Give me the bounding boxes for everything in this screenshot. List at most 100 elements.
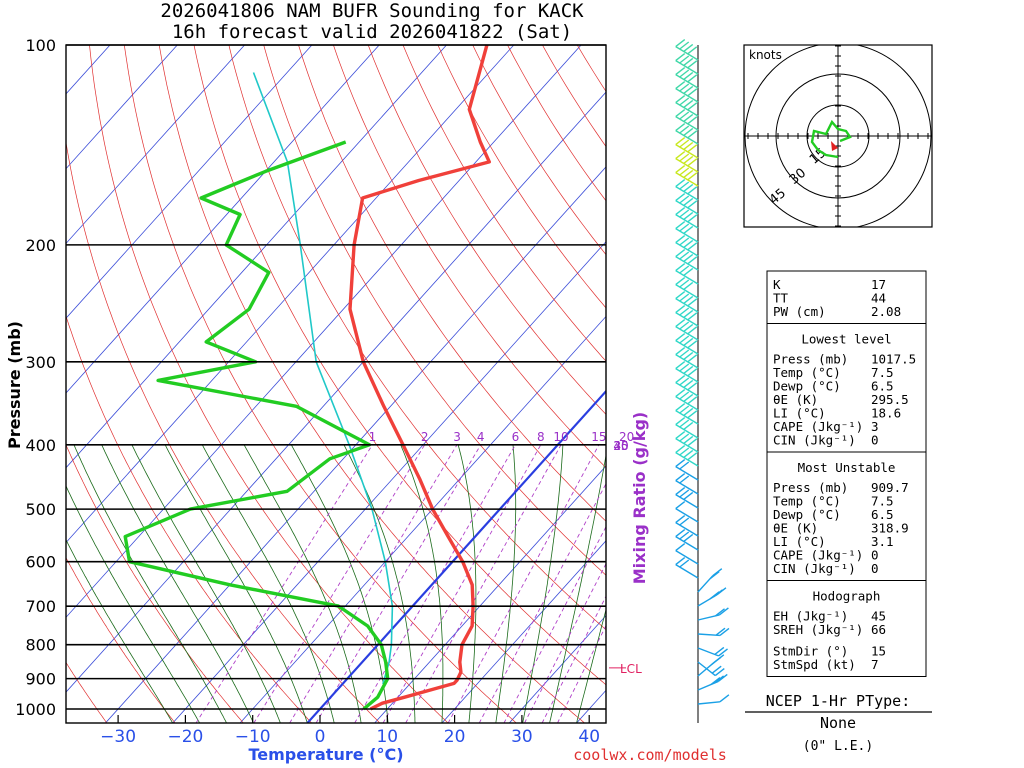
wind-barb-staff: [675, 465, 699, 481]
dry-adiabat-line: [367, 45, 606, 415]
wind-barb-flag: [683, 491, 694, 500]
wind-barb-flag: [711, 656, 722, 665]
index-value: 17: [871, 277, 886, 292]
wind-barb-flag: [687, 438, 698, 447]
wind-barb-staff: [675, 297, 699, 313]
wind-barb-flag: [687, 158, 698, 167]
wind-barb-flag: [675, 417, 686, 426]
wind-barb-flag: [683, 155, 694, 164]
wind-barb-flag: [675, 67, 686, 76]
dry-adiabat-line: [158, 45, 585, 723]
wind-barb-flag: [687, 396, 698, 405]
wind-barb-flag: [709, 571, 720, 580]
wind-barb-flag: [687, 368, 698, 377]
dry-adiabat-line: [66, 444, 244, 723]
temp-tick-label: 10: [376, 727, 398, 747]
index-label: PW (cm): [773, 304, 826, 319]
mixing-ratio-tick-label: 1: [369, 430, 377, 444]
wind-barb-flag: [683, 407, 694, 416]
wind-barb-flag: [675, 431, 686, 440]
dry-adiabat-line: [298, 45, 606, 522]
index-value: 0: [871, 433, 879, 448]
isotherm-line: [66, 45, 582, 618]
index-label: EH (Jkg⁻¹): [773, 609, 848, 624]
index-value: 45: [871, 609, 886, 624]
wind-barb-flag: [683, 323, 694, 332]
wind-barb-staff: [675, 521, 699, 537]
section-title: Hodograph: [813, 589, 881, 604]
index-label: TT: [773, 291, 789, 306]
wind-barb-flag: [683, 337, 694, 346]
temp-tick-label: 30: [511, 727, 533, 747]
wind-barb-flag: [675, 515, 686, 524]
isotherm-line: [66, 45, 313, 319]
pressure-tick-label: 700: [25, 597, 56, 616]
wind-barb-flag: [679, 125, 690, 134]
wind-barbs: [675, 39, 730, 723]
pressure-tick-label: 100: [25, 36, 56, 55]
wind-barb-flag: [683, 351, 694, 360]
mixing-ratio-line: [503, 525, 606, 723]
isotherm-line: [66, 45, 178, 170]
wind-barb-flag: [683, 449, 694, 458]
pressure-tick-label: 1000: [15, 700, 56, 719]
wind-barb-staff: [675, 325, 699, 341]
wind-barb-staff: [675, 87, 699, 103]
wind-barb-staff: [675, 437, 699, 453]
moist-adiabat-line: [576, 608, 606, 723]
isotherm-line: [66, 45, 246, 245]
wind-barb-flag: [687, 326, 698, 335]
wind-barb-flag: [675, 95, 686, 104]
wind-barb-flag: [679, 139, 690, 148]
wind-barb-staff: [675, 185, 699, 201]
wind-barb-staff: [675, 535, 699, 551]
wind-barb-staff: [675, 213, 699, 229]
section-title: Most Unstable: [798, 460, 896, 475]
skewt-axes: 1 2 3 4 6 8 10 15 202530354010020030040050060070…: [15, 36, 642, 747]
hodograph-trace: [810, 119, 852, 159]
index-value: 3.1: [871, 534, 894, 549]
mixing-ratio-tick-label: 35: [613, 439, 628, 453]
index-value: 66: [871, 622, 886, 637]
wind-barb-flag: [687, 130, 698, 139]
wind-barb-staff: [675, 269, 699, 285]
wind-barb-flag: [675, 165, 686, 174]
skewt-profiles: [123, 45, 491, 711]
ptype-accumulation: (0" L.E.): [803, 739, 873, 754]
mixing-ratio-tick-label: 3: [453, 430, 461, 444]
wind-barb-flag: [675, 445, 686, 454]
wind-barb-flag: [679, 293, 690, 302]
wind-barb-flag: [683, 141, 694, 150]
wind-barb-staff: [675, 129, 699, 145]
wind-barb-staff: [675, 507, 699, 523]
dry-adiabat-line: [946, 30, 1024, 723]
dry-adiabat-line: [66, 140, 381, 723]
wind-barb-flag: [683, 197, 694, 206]
wind-barb-flag: [687, 74, 698, 83]
wind-barb-flag: [675, 235, 686, 244]
temperature-profile-line: [348, 45, 491, 711]
wind-barb-flag: [683, 435, 694, 444]
lcl-label: LCL: [620, 662, 642, 676]
mixing-ratio-line: [447, 444, 600, 723]
wind-barb-flag: [679, 419, 690, 428]
wind-barb-flag: [675, 529, 686, 538]
wind-barb-flag: [683, 533, 694, 542]
index-label: LI (°C): [773, 534, 826, 549]
mixing-ratio-tick-label: 20: [619, 430, 634, 444]
wind-barb-staff: [675, 381, 699, 397]
wind-barb-staff: [675, 493, 699, 509]
ptype-value: None: [820, 714, 856, 732]
wind-barb-flag: [675, 333, 686, 342]
wind-barb-staff: [675, 395, 699, 411]
wind-barb-flag: [683, 253, 694, 262]
wind-barb-flag: [675, 221, 686, 230]
wind-barb-flag: [683, 309, 694, 318]
wind-barb-flag: [683, 99, 694, 108]
index-value: 0: [871, 548, 879, 563]
wind-barb-staff: [675, 423, 699, 439]
wind-barb-flag: [679, 279, 690, 288]
wind-barb-flag: [679, 55, 690, 64]
wind-barb-flag: [683, 365, 694, 374]
